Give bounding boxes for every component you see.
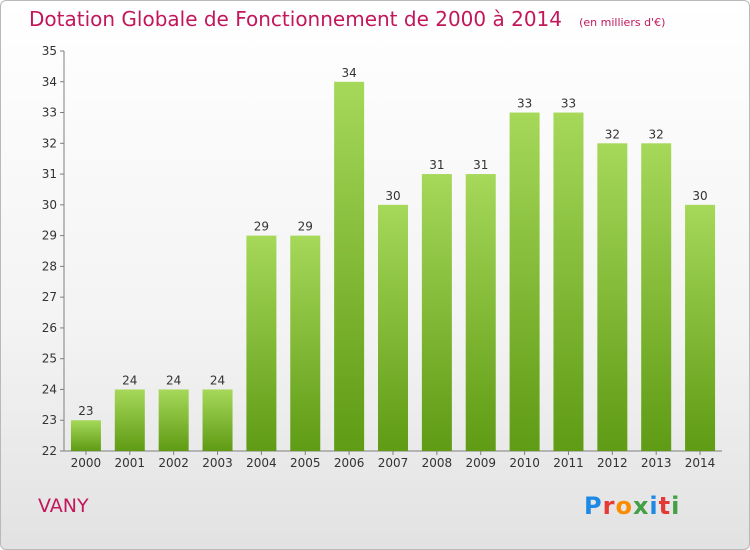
bar (158, 389, 189, 451)
bar (290, 235, 321, 451)
y-tick-label: 33 (42, 106, 57, 120)
x-tick-label: 2005 (290, 456, 321, 470)
bar-value-label: 29 (298, 220, 313, 234)
bar (641, 143, 672, 452)
title-row: Dotation Globale de Fonctionnement de 20… (29, 7, 665, 31)
logo-letter: t (658, 492, 672, 520)
bar-value-label: 33 (517, 97, 532, 111)
bar (378, 204, 408, 451)
bar-value-label: 32 (649, 127, 664, 141)
x-tick-label: 2008 (422, 456, 453, 470)
y-tick-label: 26 (42, 321, 57, 335)
bar-value-label: 24 (210, 373, 225, 387)
bar (202, 389, 233, 451)
bar (246, 235, 277, 451)
bar-value-label: 33 (561, 97, 576, 111)
y-tick-label: 30 (42, 198, 57, 212)
bar (421, 174, 452, 452)
commune-name: VANY (38, 495, 89, 517)
bar-value-label: 24 (166, 373, 181, 387)
bar (465, 174, 496, 452)
bar-value-label: 30 (692, 189, 707, 203)
bar-value-label: 31 (429, 158, 444, 172)
x-tick-label: 2013 (641, 456, 672, 470)
logo-letter: i (649, 492, 659, 520)
bar-value-label: 32 (605, 127, 620, 141)
x-tick-label: 2007 (378, 456, 409, 470)
bar (553, 112, 584, 452)
y-tick-label: 29 (42, 229, 57, 243)
y-tick-label: 31 (42, 167, 57, 181)
bar-value-label: 24 (122, 373, 137, 387)
x-tick-label: 2006 (334, 456, 365, 470)
proxiti-logo: Proxiti (584, 492, 680, 520)
bar-value-label: 30 (385, 189, 400, 203)
bar (70, 420, 101, 451)
bar (685, 204, 716, 451)
x-tick-label: 2012 (597, 456, 628, 470)
x-tick-label: 2000 (71, 456, 102, 470)
logo-letter: o (615, 492, 633, 520)
bar (509, 112, 540, 452)
x-tick-label: 2010 (509, 456, 540, 470)
logo-letter: P (584, 492, 603, 520)
y-tick-label: 28 (42, 259, 57, 273)
chart-unit: (en milliers d'€) (579, 16, 666, 29)
x-tick-label: 2011 (553, 456, 584, 470)
bar-value-label: 29 (254, 220, 269, 234)
y-tick-label: 22 (42, 444, 57, 458)
y-tick-label: 25 (42, 352, 57, 366)
y-tick-label: 24 (42, 382, 57, 396)
logo-letter: x (632, 492, 650, 520)
y-tick-label: 35 (42, 44, 57, 58)
bar (114, 389, 145, 451)
x-tick-label: 2001 (115, 456, 146, 470)
bar (334, 81, 365, 452)
chart-title: Dotation Globale de Fonctionnement de 20… (29, 7, 562, 31)
x-tick-label: 2014 (685, 456, 716, 470)
bar-value-label: 23 (78, 404, 93, 418)
bar (597, 143, 628, 452)
bar-value-label: 31 (473, 158, 488, 172)
x-tick-label: 2009 (465, 456, 496, 470)
x-tick-label: 2002 (158, 456, 189, 470)
y-tick-label: 34 (42, 75, 57, 89)
bar-value-label: 34 (341, 66, 356, 80)
logo-letter: i (671, 492, 681, 520)
x-tick-label: 2004 (246, 456, 277, 470)
y-tick-label: 27 (42, 290, 57, 304)
y-tick-label: 32 (42, 136, 57, 150)
x-tick-label: 2003 (202, 456, 233, 470)
logo-letter: r (602, 492, 616, 520)
y-tick-label: 23 (42, 413, 57, 427)
